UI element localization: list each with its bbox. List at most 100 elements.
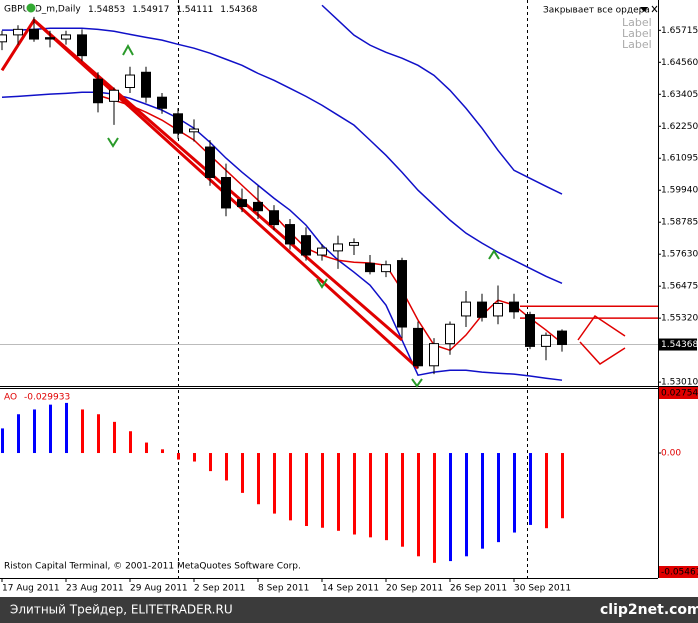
x-tick-label: 8 Sep 2011 bbox=[258, 584, 309, 594]
candle-body bbox=[189, 128, 199, 133]
histogram-bar bbox=[513, 453, 516, 533]
dropdown-icon[interactable] bbox=[640, 7, 648, 12]
y-tick-label: 1.63405 bbox=[661, 90, 698, 100]
label-object: Label bbox=[622, 16, 652, 29]
candle-body bbox=[93, 78, 103, 104]
candle-body bbox=[541, 334, 551, 347]
y-tick-label: 1.64560 bbox=[661, 58, 698, 68]
histogram-bar bbox=[65, 402, 68, 454]
y-tick-label: 1.57630 bbox=[661, 250, 698, 260]
histogram-bar bbox=[369, 453, 372, 538]
status-icon bbox=[25, 2, 37, 14]
forecast-line bbox=[579, 341, 626, 365]
open: 1.54853 bbox=[88, 5, 125, 15]
symbol: GBPUSD_m,Daily bbox=[4, 5, 81, 15]
histogram-bar bbox=[257, 453, 260, 505]
histogram-bar bbox=[433, 453, 436, 563]
candle-body bbox=[285, 224, 295, 245]
candle-body bbox=[317, 247, 327, 256]
histogram-bar bbox=[241, 453, 244, 493]
indicator-name: AO bbox=[4, 393, 17, 403]
fractal-down bbox=[411, 378, 423, 388]
label-object: Label bbox=[622, 38, 652, 51]
series-line bbox=[2, 27, 563, 284]
candle-body bbox=[509, 301, 519, 313]
y-tick-label-bg bbox=[659, 566, 698, 578]
candle-body bbox=[557, 330, 567, 346]
series-line bbox=[33, 19, 403, 342]
histogram-bar bbox=[209, 453, 212, 472]
fractal-down bbox=[316, 278, 328, 289]
x-tick-label: 14 Sep 2011 bbox=[322, 584, 379, 594]
forecast-line bbox=[577, 314, 626, 341]
plot: 1.65715 1.64560 1.63405 1.62250 1.61095 1.599… bbox=[0, 4, 698, 594]
y-tick-label: 0.00 bbox=[661, 449, 681, 459]
footer-right: clip2net.com bbox=[600, 602, 698, 618]
x-tick-label: 30 Sep 2011 bbox=[514, 584, 571, 594]
y-tick-label: 1.55320 bbox=[661, 314, 698, 324]
candle-body bbox=[477, 301, 487, 318]
fractal-up bbox=[122, 43, 134, 56]
low: 1.54111 bbox=[176, 5, 213, 15]
histogram-bar bbox=[225, 453, 228, 481]
candle-body bbox=[253, 201, 263, 212]
candle-body bbox=[173, 113, 183, 134]
candle-body bbox=[29, 28, 39, 40]
footer-left: Элитный Трейдер, ELITETRADER.RU bbox=[10, 603, 233, 617]
copyright: Riston Capital Terminal, © 2001-2011 Met… bbox=[4, 562, 301, 572]
histogram-bar bbox=[81, 409, 84, 454]
y-tick-label: 1.53010 bbox=[661, 378, 698, 388]
close-orders-button[interactable]: Закрывает все ордера bbox=[543, 6, 650, 16]
y-tick-label: 1.56475 bbox=[661, 282, 698, 292]
y-tick-label: 1.58785 bbox=[661, 218, 698, 228]
histogram-bar bbox=[465, 453, 468, 557]
candle-body bbox=[221, 176, 231, 209]
histogram-bar bbox=[305, 453, 308, 527]
histogram-bar bbox=[449, 453, 452, 562]
histogram-bar bbox=[145, 442, 148, 454]
candle-body bbox=[333, 243, 343, 252]
histogram-bar bbox=[401, 453, 404, 547]
histogram-bar bbox=[161, 449, 164, 454]
histogram-bar bbox=[561, 453, 564, 519]
histogram-bar bbox=[337, 453, 340, 531]
price-label-bg bbox=[659, 338, 697, 351]
histogram-bar bbox=[529, 453, 532, 525]
candle-body bbox=[493, 302, 503, 317]
y-tick-label: 1.59940 bbox=[661, 186, 698, 196]
x-tick-label: 26 Sep 2011 bbox=[450, 584, 507, 594]
ohlc: 1.54853 1.54917 1.54111 1.54368 bbox=[88, 5, 258, 15]
close-icon[interactable] bbox=[651, 5, 658, 13]
y-tick-label-bg bbox=[659, 387, 698, 399]
high: 1.54917 bbox=[132, 5, 169, 15]
candle-body bbox=[461, 301, 471, 317]
candle-body bbox=[157, 96, 167, 109]
candle-body bbox=[237, 199, 247, 208]
candle-body bbox=[45, 37, 55, 40]
histogram-bar bbox=[385, 453, 388, 541]
histogram-bar bbox=[1, 428, 4, 454]
price-label: 1.54368 bbox=[661, 340, 698, 350]
fractal-down bbox=[107, 137, 119, 148]
candle-body bbox=[205, 146, 215, 178]
histogram-bar bbox=[49, 404, 52, 454]
histogram-bar bbox=[193, 453, 196, 462]
x-tick-label: 2 Sep 2011 bbox=[194, 584, 245, 594]
histogram-bar bbox=[177, 453, 180, 460]
candle-body bbox=[381, 264, 391, 273]
fractal-up bbox=[488, 249, 500, 260]
x-tick-label: 20 Sep 2011 bbox=[386, 584, 443, 594]
candle-body bbox=[269, 210, 279, 226]
x-tick-label: 23 Aug 2011 bbox=[66, 584, 124, 594]
y-tick-label: 1.65715 bbox=[661, 26, 698, 36]
label-object: Label bbox=[622, 27, 652, 40]
y-tick-label: -0.05461 bbox=[661, 568, 698, 578]
histogram-bar bbox=[33, 409, 36, 454]
candle-body bbox=[301, 235, 311, 256]
candle-body bbox=[365, 262, 375, 273]
candle-body bbox=[141, 71, 151, 98]
y-tick-label: 0.027549 bbox=[661, 389, 698, 399]
candle-body bbox=[13, 28, 23, 36]
histogram-bar bbox=[97, 414, 100, 454]
